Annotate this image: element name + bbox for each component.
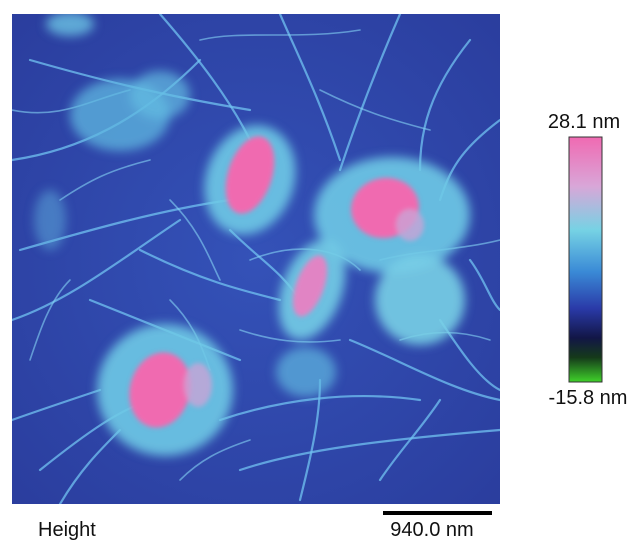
afm-figure: 28.1 nm -15.8 nm Height 940.0 nm (0, 0, 642, 546)
afm-image (12, 12, 500, 504)
page: 28.1 nm -15.8 nm Height 940.0 nm (() => … (0, 0, 642, 546)
color-bar-min: -15.8 nm (549, 387, 628, 409)
scale-bar-label: 940.0 nm (390, 519, 473, 541)
color-bar-max: 28.1 nm (548, 111, 620, 133)
color-bar (569, 137, 602, 382)
channel-label: Height (38, 519, 96, 541)
